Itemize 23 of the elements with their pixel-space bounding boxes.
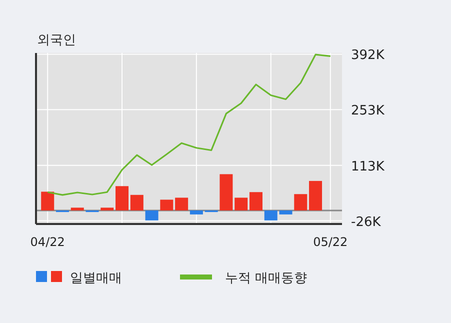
bar [175, 198, 188, 210]
chart-title: 외국인 [37, 33, 76, 48]
bar [220, 174, 233, 210]
y-tick-label: 253K [351, 104, 385, 119]
bar [309, 180, 322, 210]
bar [234, 198, 248, 210]
x-tick-label: 04/22 [30, 235, 65, 249]
bar [41, 192, 54, 210]
x-tick-label: 05/22 [313, 235, 348, 249]
bar [116, 186, 129, 210]
bar [190, 210, 203, 214]
y-tick-label: -26K [351, 214, 382, 230]
bar [100, 208, 114, 210]
y-tick-label: 113K [351, 159, 385, 174]
legend-label: 일별매매 [70, 271, 122, 286]
y-tick-label: 392K [351, 48, 385, 64]
bar [294, 194, 308, 210]
bar [145, 210, 158, 220]
bar [130, 194, 144, 210]
bar [249, 192, 262, 210]
bar [70, 208, 84, 210]
bar [160, 200, 174, 210]
legend-label: 누적 매매동향 [225, 271, 308, 286]
